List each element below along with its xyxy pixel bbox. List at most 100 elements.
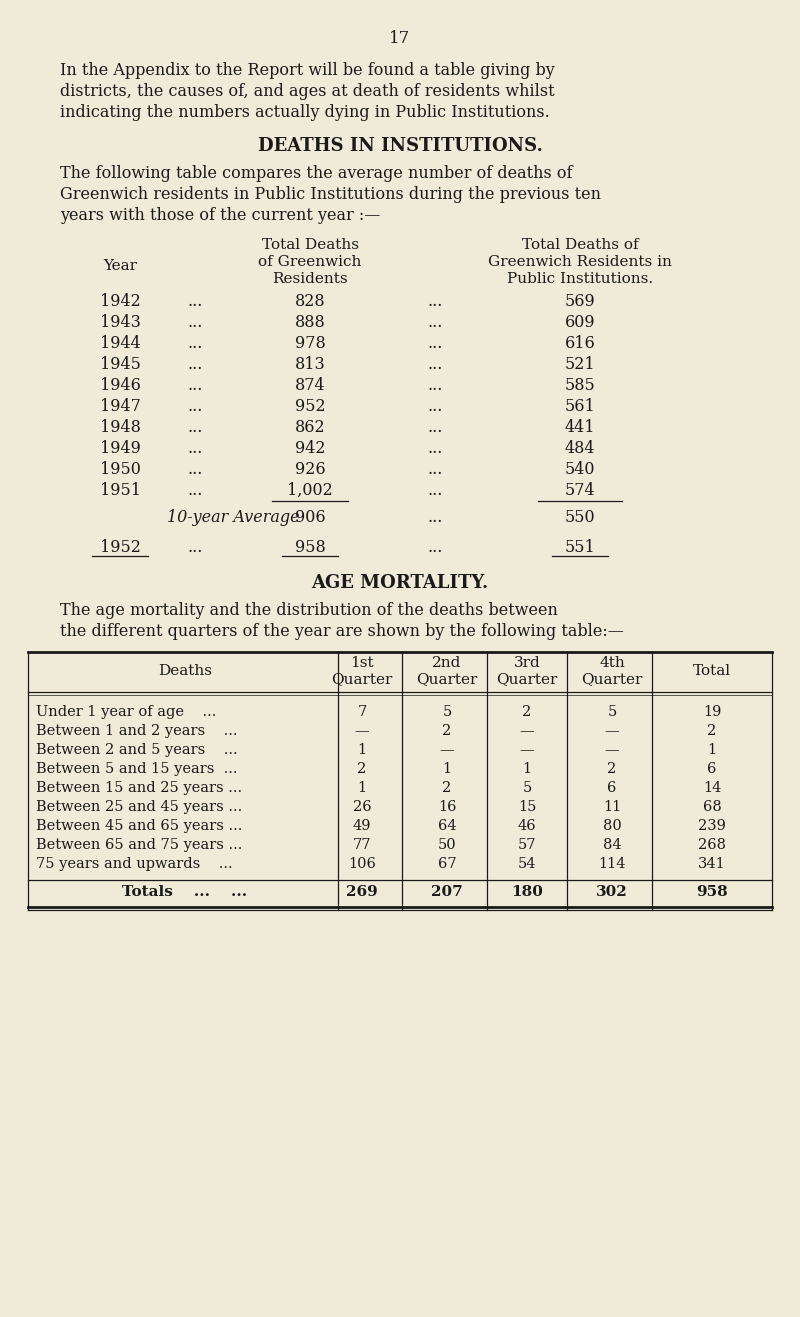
Text: —: — [520,743,534,757]
Text: ...: ... [427,398,442,415]
Text: 26: 26 [353,799,371,814]
Text: indicating the numbers actually dying in Public Institutions.: indicating the numbers actually dying in… [60,104,550,121]
Text: In the Appendix to the Report will be found a table giving by: In the Appendix to the Report will be fo… [60,62,554,79]
Text: ...: ... [427,539,442,556]
Text: 50: 50 [438,838,456,852]
Text: Deaths: Deaths [158,664,212,678]
Text: Quarter: Quarter [331,672,393,686]
Text: 441: 441 [565,419,595,436]
Text: 268: 268 [698,838,726,852]
Text: 942: 942 [294,440,326,457]
Text: 1946: 1946 [99,377,141,394]
Text: 1: 1 [358,781,366,795]
Text: 341: 341 [698,857,726,871]
Text: 609: 609 [565,313,595,331]
Text: —: — [520,724,534,738]
Text: ...: ... [187,377,202,394]
Text: 2: 2 [707,724,717,738]
Text: 5: 5 [442,705,452,719]
Text: Total Deaths of: Total Deaths of [522,238,638,252]
Text: 68: 68 [702,799,722,814]
Text: 1952: 1952 [99,539,141,556]
Text: The following table compares the average number of deaths of: The following table compares the average… [60,165,573,182]
Text: AGE MORTALITY.: AGE MORTALITY. [311,574,489,593]
Text: ...: ... [427,335,442,352]
Text: ...: ... [427,419,442,436]
Text: 10-year Average: 10-year Average [167,508,300,525]
Text: 46: 46 [518,819,536,832]
Text: 77: 77 [353,838,371,852]
Text: the different quarters of the year are shown by the following table:—: the different quarters of the year are s… [60,623,624,640]
Text: 1947: 1947 [99,398,141,415]
Text: Between 65 and 75 years ...: Between 65 and 75 years ... [36,838,242,852]
Text: 1944: 1944 [100,335,140,352]
Text: —: — [440,743,454,757]
Text: 2nd: 2nd [432,656,462,670]
Text: 888: 888 [294,313,326,331]
Text: Greenwich residents in Public Institutions during the previous ten: Greenwich residents in Public Institutio… [60,186,601,203]
Text: —: — [354,724,370,738]
Text: 2: 2 [358,763,366,776]
Text: 106: 106 [348,857,376,871]
Text: 19: 19 [703,705,721,719]
Text: Public Institutions.: Public Institutions. [507,273,653,286]
Text: 1945: 1945 [99,356,141,373]
Text: 1st: 1st [350,656,374,670]
Text: 1948: 1948 [99,419,141,436]
Text: 64: 64 [438,819,456,832]
Text: 1,002: 1,002 [287,482,333,499]
Text: Between 25 and 45 years ...: Between 25 and 45 years ... [36,799,242,814]
Text: 11: 11 [603,799,621,814]
Text: districts, the causes of, and ages at death of residents whilst: districts, the causes of, and ages at de… [60,83,554,100]
Text: 1: 1 [522,763,531,776]
Text: 521: 521 [565,356,595,373]
Text: 4th: 4th [599,656,625,670]
Text: 813: 813 [294,356,326,373]
Text: 978: 978 [294,335,326,352]
Text: 14: 14 [703,781,721,795]
Text: 862: 862 [294,419,326,436]
Text: ...: ... [187,398,202,415]
Text: 5: 5 [607,705,617,719]
Text: ...: ... [427,482,442,499]
Text: 2: 2 [522,705,532,719]
Text: Greenwich Residents in: Greenwich Residents in [488,255,672,269]
Text: The age mortality and the distribution of the deaths between: The age mortality and the distribution o… [60,602,558,619]
Text: 2: 2 [442,724,452,738]
Text: —: — [605,724,619,738]
Text: 207: 207 [431,885,463,900]
Text: 574: 574 [565,482,595,499]
Text: Between 5 and 15 years  ...: Between 5 and 15 years ... [36,763,238,776]
Text: 540: 540 [565,461,595,478]
Text: 269: 269 [346,885,378,900]
Text: ...: ... [427,356,442,373]
Text: 1: 1 [358,743,366,757]
Text: 114: 114 [598,857,626,871]
Text: 1951: 1951 [99,482,141,499]
Text: 49: 49 [353,819,371,832]
Text: 239: 239 [698,819,726,832]
Text: ...: ... [427,377,442,394]
Text: ...: ... [187,335,202,352]
Text: 84: 84 [602,838,622,852]
Text: Year: Year [103,259,137,273]
Text: Total Deaths: Total Deaths [262,238,358,252]
Text: ...: ... [187,313,202,331]
Text: Between 15 and 25 years ...: Between 15 and 25 years ... [36,781,242,795]
Text: ...: ... [427,313,442,331]
Text: DEATHS IN INSTITUTIONS.: DEATHS IN INSTITUTIONS. [258,137,542,155]
Text: 569: 569 [565,292,595,309]
Text: 550: 550 [565,508,595,525]
Text: 952: 952 [294,398,326,415]
Text: Residents: Residents [272,273,348,286]
Text: years with those of the current year :—: years with those of the current year :— [60,207,380,224]
Text: 958: 958 [294,539,326,556]
Text: 54: 54 [518,857,536,871]
Text: 5: 5 [522,781,532,795]
Text: ...: ... [427,292,442,309]
Text: 616: 616 [565,335,595,352]
Text: 2: 2 [607,763,617,776]
Text: Total: Total [693,664,731,678]
Text: 551: 551 [565,539,595,556]
Text: Quarter: Quarter [582,672,642,686]
